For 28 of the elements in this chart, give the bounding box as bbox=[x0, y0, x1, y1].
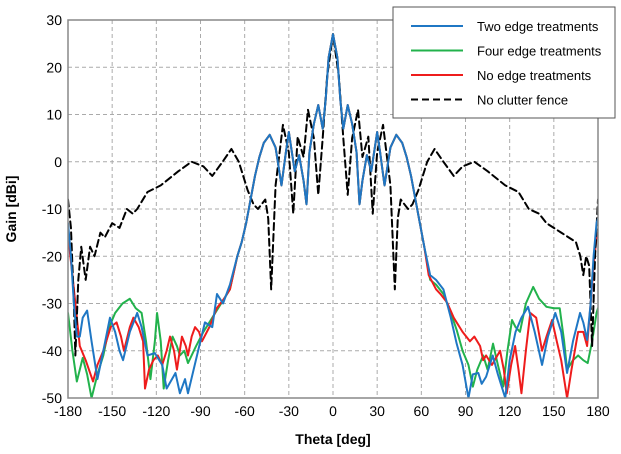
y-tick-label: -40 bbox=[42, 342, 62, 359]
y-tick-label: -20 bbox=[42, 248, 62, 264]
x-tick-label: 60 bbox=[414, 403, 430, 419]
x-tick-label: -90 bbox=[190, 403, 211, 419]
x-axis-title: Theta [deg] bbox=[295, 431, 371, 447]
x-tick-label: -150 bbox=[98, 403, 126, 419]
x-tick-label: 0 bbox=[329, 403, 338, 419]
x-tick-label: 180 bbox=[586, 403, 610, 419]
y-tick-label: -50 bbox=[42, 390, 62, 406]
x-tick-label: 120 bbox=[498, 403, 522, 419]
legend-label: Two edge treatments bbox=[477, 19, 599, 34]
legend-label: Four edge treatments bbox=[477, 44, 602, 58]
y-tick-label: -10 bbox=[42, 201, 62, 217]
x-tick-label: -120 bbox=[142, 403, 171, 419]
y-tick-label: 20 bbox=[46, 59, 62, 76]
y-tick-label: 30 bbox=[46, 12, 62, 28]
y-tick-label: 10 bbox=[46, 106, 62, 122]
x-tick-label: -30 bbox=[278, 403, 300, 419]
x-tick-label: 30 bbox=[369, 403, 386, 419]
x-tick-label: 90 bbox=[458, 403, 474, 419]
legend-label: No clutter fence bbox=[477, 92, 568, 108]
x-tick-label: 150 bbox=[542, 403, 566, 419]
y-axis-title: Gain [dBi] bbox=[3, 176, 19, 242]
y-tick-label: 0 bbox=[54, 154, 62, 170]
x-tick-label: -180 bbox=[54, 403, 82, 419]
legend-label: No edge treatments bbox=[477, 68, 592, 83]
y-tick-label: -30 bbox=[42, 296, 62, 312]
x-tick-label: -60 bbox=[234, 403, 255, 419]
